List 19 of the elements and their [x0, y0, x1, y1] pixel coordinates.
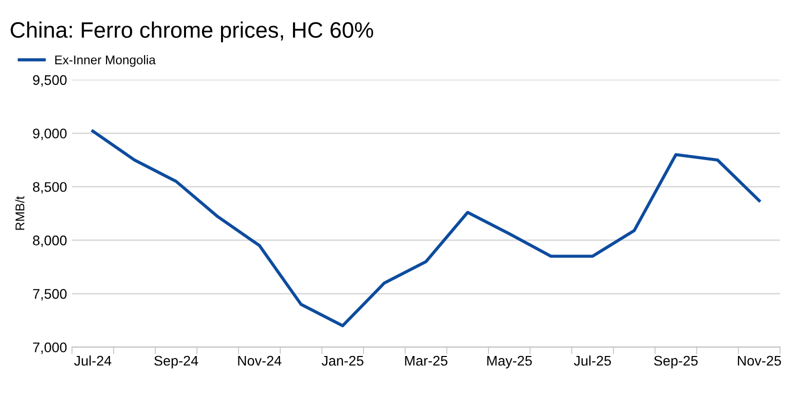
y-axis-title: RMB/t	[15, 196, 24, 230]
x-tick-label: Mar-25	[405, 356, 448, 366]
y-tick-label: 8,500	[32, 182, 67, 194]
y-tick-label: 8,000	[32, 236, 67, 248]
legend-label: Ex-Inner Mongolia	[55, 55, 156, 67]
x-tick-label: Nov-25	[738, 356, 781, 366]
x-tick-label: Jul-25	[574, 355, 611, 366]
x-tick-label: Sep-24	[154, 356, 198, 368]
x-tick-label: Sep-25	[654, 356, 698, 368]
y-tick-label: 9,500	[33, 75, 67, 87]
chart-title: China: Ferro chrome prices, HC 60%	[10, 22, 374, 42]
line-series	[91, 130, 761, 328]
y-tick-label: 9,000	[33, 128, 67, 140]
x-tick-label: May-25	[487, 356, 532, 368]
x-tick-label: Jul-24	[74, 355, 112, 366]
y-tick-label: 7,000	[33, 342, 67, 354]
x-tick-label: Nov-24	[238, 356, 282, 366]
y-tick-label: 7,500	[33, 289, 67, 300]
x-tick-label: Jan-25	[322, 356, 364, 366]
